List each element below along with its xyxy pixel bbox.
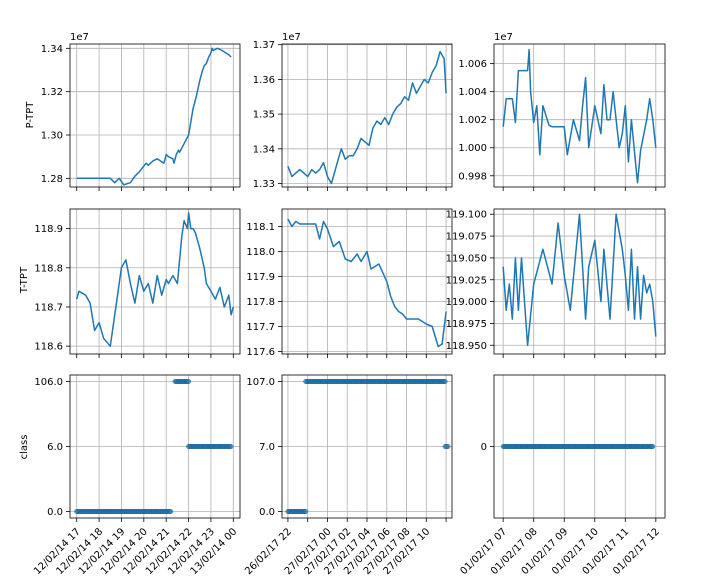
y-tick-label: 119.100	[446, 210, 487, 221]
class-point	[650, 444, 656, 449]
y-tick-label: 118.6	[34, 342, 63, 353]
series-line	[502, 48, 657, 184]
y-tick-label: 117.8	[246, 297, 275, 308]
grid	[282, 375, 452, 518]
y-tick-label: 119.000	[446, 297, 487, 308]
y-tick-label: 0	[481, 442, 487, 453]
y-tick-label: 0.0	[259, 507, 275, 518]
grid	[70, 44, 240, 187]
y-tick-label: 119.075	[446, 232, 487, 243]
y-tick-label: 119.050	[446, 253, 487, 264]
row-label-p-tpt: P-TPT	[25, 101, 36, 129]
y-tick-label: 1.37	[253, 40, 275, 51]
axes-frame	[493, 43, 666, 188]
y-tick-label: 1.33	[253, 179, 275, 190]
axes-frame	[493, 208, 666, 355]
y-tick-label: 118.950	[446, 341, 487, 352]
y-tick-label: 117.7	[246, 322, 275, 333]
class-point	[442, 379, 448, 384]
y-tick-label: 1.35	[253, 110, 275, 121]
axes-frame	[69, 43, 241, 188]
class-point	[303, 509, 309, 514]
subplot-t-tpt-1: 118.6 118.7 118.8 118.9	[34, 208, 241, 358]
y-tick-label: 7.0	[259, 442, 275, 453]
y-tick-label: 107.0	[246, 377, 275, 388]
y-tick-label: 118.975	[446, 319, 487, 330]
y-tick-label: 118.8	[34, 263, 63, 274]
row-label-t-tpt: T-TPT	[19, 266, 30, 294]
y-tick-label: 117.9	[246, 272, 275, 283]
y-tick-label: 1.36	[253, 75, 275, 86]
y-tick-label: 1.32	[41, 87, 63, 98]
subplot-p-tpt-3: 0.998 1.000 1.002 1.004 1.006 1e7	[458, 32, 666, 191]
y-tick-label: 1.34	[253, 144, 275, 155]
y-tick-label: 0.0	[47, 507, 63, 518]
y-tick-label: 118.7	[34, 302, 63, 313]
series-line	[502, 213, 657, 347]
y-offset-text: 1e7	[282, 32, 301, 43]
y-tick-label: 6.0	[47, 442, 63, 453]
grid	[70, 209, 240, 354]
y-tick-label: 106.0	[34, 377, 63, 388]
axes-frame	[281, 208, 453, 355]
y-offset-text: 1e7	[494, 32, 513, 43]
row-label-class: class	[19, 435, 30, 460]
y-tick-label: 1.006	[458, 59, 487, 70]
series-line	[287, 50, 447, 185]
subplot-t-tpt-3: 118.950 118.975 119.000 119.025 119.050 119.0…	[446, 208, 666, 358]
y-tick-label: 119.025	[446, 275, 487, 286]
y-tick-label: 118.1	[246, 222, 275, 233]
class-point	[445, 444, 451, 449]
axes-frame	[281, 374, 453, 519]
y-tick-label: 1.30	[41, 131, 63, 142]
series-line	[75, 212, 235, 347]
y-tick-label: 118.9	[34, 224, 63, 235]
axes-frame	[69, 208, 241, 355]
y-tick-label: 118.0	[246, 247, 275, 258]
axes-frame	[493, 374, 666, 519]
subplot-p-tpt-2: 1.33 1.34 1.35 1.36 1.37 1e7	[253, 32, 453, 191]
y-tick-label: 0.998	[458, 171, 487, 182]
y-offset-text: 1e7	[70, 32, 89, 43]
grid	[282, 44, 452, 187]
axes-frame	[281, 43, 453, 188]
y-tick-label: 1.004	[458, 87, 487, 98]
series-line	[76, 47, 232, 186]
grid	[282, 209, 452, 354]
y-tick-label: 117.6	[246, 347, 275, 358]
y-tick-label: 1.28	[41, 174, 63, 185]
axes-frame	[69, 374, 241, 519]
class-point	[228, 444, 234, 449]
subplot-t-tpt-2: 117.6 117.7 117.8 117.9 118.0 118.1	[246, 208, 453, 358]
y-tick-label: 1.34	[41, 44, 63, 55]
y-tick-label: 1.002	[458, 115, 487, 126]
subplot-p-tpt-1: 1.28 1.30 1.32 1.34 1e7	[41, 32, 241, 191]
y-tick-label: 1.000	[458, 143, 487, 154]
class-point	[186, 379, 192, 384]
class-point	[168, 509, 174, 514]
series-line	[287, 218, 447, 348]
